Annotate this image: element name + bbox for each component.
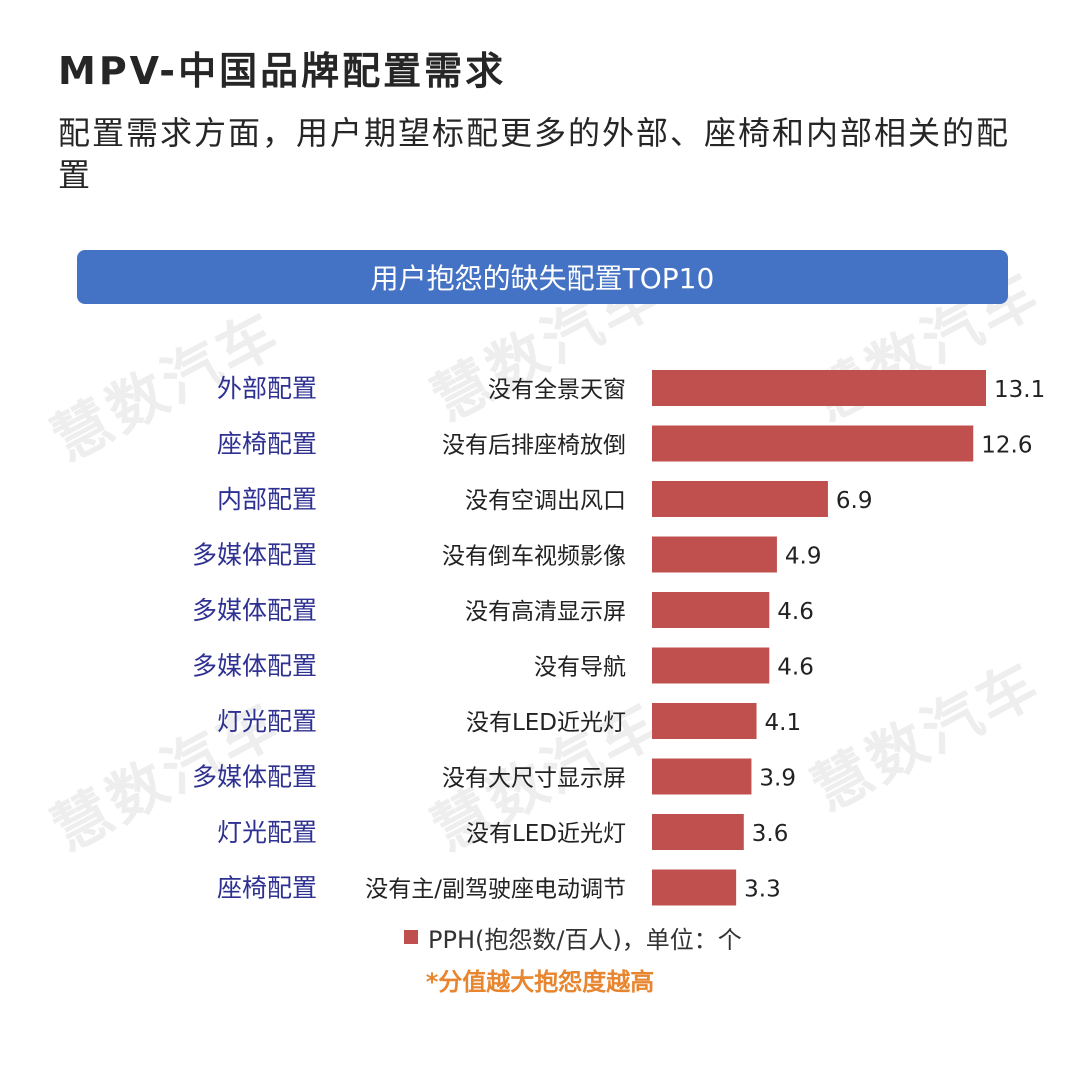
group-label: 多媒体配置 [192,763,317,792]
category-label: 没有空调出风口 [465,488,626,514]
group-label: 外部配置 [217,374,317,403]
group-label: 内部配置 [217,485,317,514]
bar [652,647,770,684]
category-label: 没有高清显示屏 [465,599,626,625]
data-label: 12.6 [981,433,1032,459]
page-title: MPV-中国品牌配置需求 [58,49,507,93]
group-label: 灯光配置 [217,707,317,736]
bar [652,703,757,739]
data-label: 3.3 [744,877,781,903]
page-subtitle: 配置需求方面，用户期望标配更多的外部、座椅和内部相关的配置 [58,114,1011,194]
group-label: 座椅配置 [217,874,317,903]
data-label: 6.9 [836,488,873,514]
bar [652,869,737,906]
bar [652,592,770,628]
category-label: 没有大尺寸显示屏 [442,766,626,792]
category-label: 没有后排座椅放倒 [442,433,626,459]
legend-label: PPH(抱怨数/百人)，单位：个 [428,925,742,954]
category-label: 没有主/副驾驶座电动调节 [365,877,626,903]
legend-swatch [404,930,418,944]
chart-note: *分值越大抱怨度越高 [425,968,655,996]
data-label: 13.1 [994,377,1045,403]
data-label: 3.9 [759,766,796,792]
bar [652,814,744,850]
group-label: 多媒体配置 [192,596,317,625]
group-label: 多媒体配置 [192,652,317,681]
data-label: 4.9 [785,544,822,570]
group-label: 座椅配置 [217,430,317,459]
data-label: 4.1 [765,710,802,736]
data-label: 4.6 [777,599,814,625]
chart-legend: PPH(抱怨数/百人)，单位：个 [404,922,742,954]
chart-banner-label: 用户抱怨的缺失配置TOP10 [370,262,715,295]
bar [652,425,974,462]
category-label: 没有倒车视频影像 [442,544,626,570]
category-label: 没有导航 [534,655,626,681]
category-label: 没有LED近光灯 [466,710,626,736]
bar [652,536,777,573]
group-label: 灯光配置 [217,818,317,847]
group-label: 多媒体配置 [192,541,317,570]
data-label: 4.6 [777,655,814,681]
category-label: 没有LED近光灯 [466,821,626,847]
chart-banner: 用户抱怨的缺失配置TOP10 [77,250,1008,304]
bar [652,370,986,406]
bar [652,481,828,517]
data-label: 3.6 [752,821,789,847]
category-label: 没有全景天窗 [488,377,626,403]
bar [652,758,752,795]
